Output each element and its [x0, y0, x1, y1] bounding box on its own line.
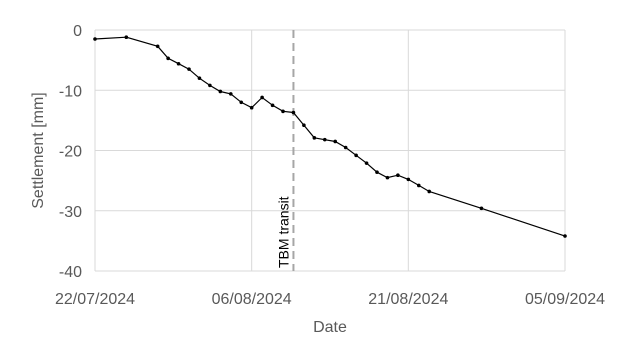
y-tick-label: -40: [59, 264, 82, 281]
data-point: [176, 61, 181, 66]
data-point: [343, 145, 348, 150]
y-tick-label: -30: [59, 204, 82, 221]
data-point: [322, 137, 327, 142]
x-tick-label: 21/08/2024: [368, 291, 448, 308]
series-line: [94, 36, 566, 237]
data-point: [563, 234, 567, 238]
data-point: [249, 105, 254, 110]
data-point: [312, 136, 317, 140]
data-point: [187, 67, 191, 71]
y-axis-ticks: 0 -10 -20 -30 -40: [59, 23, 82, 281]
data-point: [333, 139, 338, 144]
y-axis-title: Settlement [mm]: [30, 92, 47, 208]
data-point: [166, 56, 170, 61]
data-point: [375, 170, 379, 174]
y-tick-label: -10: [59, 83, 82, 100]
gridlines: [94, 29, 566, 272]
data-point: [197, 76, 202, 80]
data-point: [218, 89, 223, 94]
data-point: [270, 103, 275, 108]
x-tick-label: 06/08/2024: [212, 291, 292, 308]
x-axis-title: Date: [313, 319, 347, 336]
data-point: [406, 177, 411, 182]
data-point: [260, 95, 264, 100]
data-point: [281, 109, 285, 114]
x-tick-label: 22/07/2024: [55, 291, 135, 308]
tbm-transit-marker: TBM transit: [275, 30, 295, 271]
y-tick-label: 0: [73, 23, 82, 40]
data-point: [93, 37, 97, 41]
data-point: [302, 123, 306, 127]
data-point: [396, 173, 400, 178]
data-point: [385, 175, 390, 180]
x-tick-label: 05/09/2024: [525, 291, 605, 308]
tbm-transit-label: TBM transit: [275, 196, 291, 268]
data-point: [239, 100, 244, 105]
x-axis-ticks: 22/07/2024 06/08/2024 21/08/2024 05/09/2024: [55, 291, 605, 308]
y-tick-label: -20: [59, 144, 82, 161]
data-point: [427, 189, 432, 194]
data-point: [479, 206, 484, 211]
data-point: [354, 153, 358, 158]
settlement-series: [93, 35, 567, 238]
data-point: [228, 92, 233, 96]
data-point: [291, 110, 296, 115]
data-point: [364, 161, 369, 165]
data-point: [416, 183, 421, 188]
data-point: [208, 83, 212, 88]
data-point: [124, 35, 129, 40]
data-point: [155, 44, 160, 49]
